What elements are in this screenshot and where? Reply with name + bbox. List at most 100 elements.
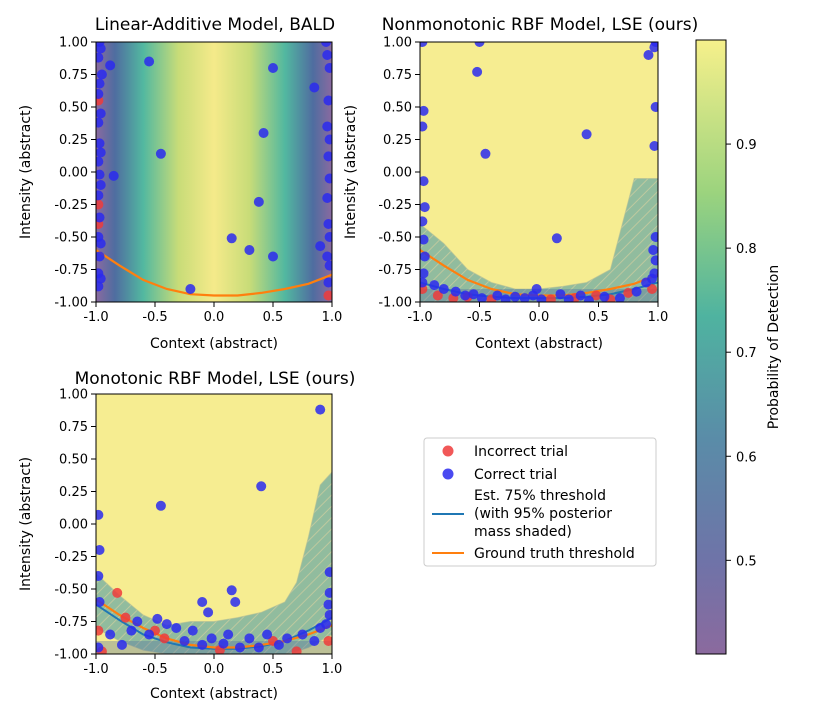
- correct-trial-point: [581, 129, 592, 140]
- correct-trial-point: [126, 625, 137, 636]
- correct-trial-point: [226, 233, 237, 244]
- x-tick-label: 1.0: [648, 310, 669, 325]
- colorbar-tick-label: 0.6: [736, 450, 757, 465]
- incorrect-trial-point: [647, 284, 658, 294]
- legend-box: [423, 437, 657, 567]
- correct-trial-point: [244, 633, 255, 644]
- correct-trial-point: [155, 500, 166, 511]
- incorrect-trial-point: [323, 636, 332, 646]
- legend: Incorrect trial Correct trial Est. 75% t…: [423, 437, 657, 567]
- correct-trial-point: [420, 216, 428, 227]
- legend-correct-label: Correct trial: [474, 467, 557, 483]
- correct-trial-point: [420, 42, 428, 47]
- y-tick-label: 0.00: [59, 518, 88, 533]
- correct-trial-point: [519, 293, 530, 302]
- correct-trial-point: [268, 251, 278, 262]
- correct-trial-point: [96, 545, 105, 555]
- plot-area: [420, 42, 658, 302]
- panel-1-ylabel: Intensity (abstract): [18, 105, 34, 239]
- x-tick-label: 0.0: [204, 310, 225, 325]
- x-tick-label: -1.0: [83, 310, 108, 325]
- y-tick-label: 1.00: [59, 36, 88, 51]
- correct-trial-point: [420, 105, 429, 116]
- correct-trial-point: [96, 138, 105, 149]
- correct-trial-point: [230, 597, 241, 607]
- correct-trial-point: [96, 108, 106, 119]
- correct-trial-point: [223, 629, 234, 640]
- incorrect-trial-point: [96, 199, 104, 210]
- x-tick-label: 0.0: [204, 662, 225, 677]
- y-tick-label: 1.00: [59, 388, 88, 403]
- x-tick-label: 0.5: [263, 310, 284, 325]
- panel-3-title: Monotonic RBF Model, LSE (ours): [75, 369, 356, 389]
- correct-trial-point: [297, 629, 308, 640]
- correct-trial-point: [500, 294, 511, 302]
- correct-trial-point: [116, 639, 127, 650]
- y-tick-label: -1.00: [378, 296, 412, 311]
- incorrect-trial-point: [120, 612, 131, 623]
- correct-trial-point: [324, 610, 332, 620]
- correct-trial-point: [96, 52, 104, 63]
- correct-trial-point: [253, 642, 264, 653]
- correct-trial-point: [510, 291, 521, 302]
- correct-trial-point: [492, 290, 503, 301]
- correct-trial-point: [96, 281, 104, 292]
- correct-trial-point: [551, 233, 562, 244]
- y-tick-label: 0.50: [383, 101, 412, 116]
- correct-trial-point: [96, 169, 105, 180]
- correct-trial-point: [96, 117, 104, 128]
- y-tick-label: 0.75: [383, 68, 412, 83]
- correct-trial-point: [450, 286, 461, 297]
- correct-trial-point: [105, 629, 116, 640]
- legend-incorrect-label: Incorrect trial: [474, 444, 568, 460]
- panel-1-xlabel: Context (abstract): [150, 336, 278, 352]
- x-tick-label: 0.0: [529, 310, 550, 325]
- legend-estimated-label-2: (with 95% posterior: [474, 506, 612, 522]
- correct-trial-point: [96, 238, 106, 249]
- correct-trial-point: [206, 633, 217, 644]
- correct-trial-point: [244, 245, 255, 255]
- correct-trial-point: [132, 616, 143, 627]
- correct-trial-point: [144, 56, 155, 67]
- correct-trial-point: [429, 280, 440, 291]
- correct-trial-point: [555, 289, 566, 300]
- correct-trial-point: [420, 121, 428, 132]
- panel-3: -1.0 -0.5 0.0 0.5 1.0 1.00 0.75 0.50 0.25 0.00 -0.…: [54, 388, 342, 678]
- y-tick-label: -0.50: [54, 583, 88, 598]
- y-tick-label: -0.75: [54, 263, 88, 278]
- correct-trial-point: [460, 290, 471, 301]
- correct-trial-point: [105, 60, 116, 71]
- x-tick-label: -0.5: [142, 310, 167, 325]
- legend-incorrect-marker: [442, 445, 454, 457]
- correct-trial-point: [536, 294, 547, 302]
- correct-trial-point: [273, 639, 284, 650]
- y-tick-label: 0.75: [59, 420, 88, 435]
- correct-trial-point: [268, 63, 278, 73]
- y-tick-label: 0.75: [59, 68, 88, 83]
- panel-1-title: Linear-Additive Model, BALD: [95, 15, 335, 35]
- correct-trial-point: [96, 156, 104, 167]
- correct-trial-point: [324, 173, 332, 184]
- incorrect-trial-point: [432, 290, 443, 301]
- y-tick-label: -1.00: [54, 648, 88, 663]
- y-tick-label: 0.50: [59, 101, 88, 116]
- correct-trial-point: [96, 190, 104, 201]
- x-tick-label: 0.5: [588, 310, 609, 325]
- y-tick-label: 1.00: [383, 36, 412, 51]
- correct-trial-point: [420, 234, 429, 245]
- correct-trial-point: [226, 585, 237, 596]
- x-tick-label: -1.0: [407, 310, 432, 325]
- colorbar-tick-label: 0.5: [736, 554, 757, 569]
- colorbar-gradient: [695, 39, 727, 655]
- correct-trial-point: [323, 277, 332, 288]
- correct-trial-point: [96, 43, 106, 54]
- correct-trial-point: [96, 180, 106, 190]
- legend-ground-truth-label: Ground truth threshold: [474, 546, 635, 562]
- correct-trial-point: [476, 293, 487, 302]
- panel-3-ylabel: Intensity (abstract): [18, 457, 34, 591]
- correct-trial-point: [144, 629, 155, 640]
- correct-trial-point: [323, 219, 332, 229]
- colorbar-tick-label: 0.7: [736, 346, 757, 361]
- incorrect-trial-point: [323, 290, 332, 301]
